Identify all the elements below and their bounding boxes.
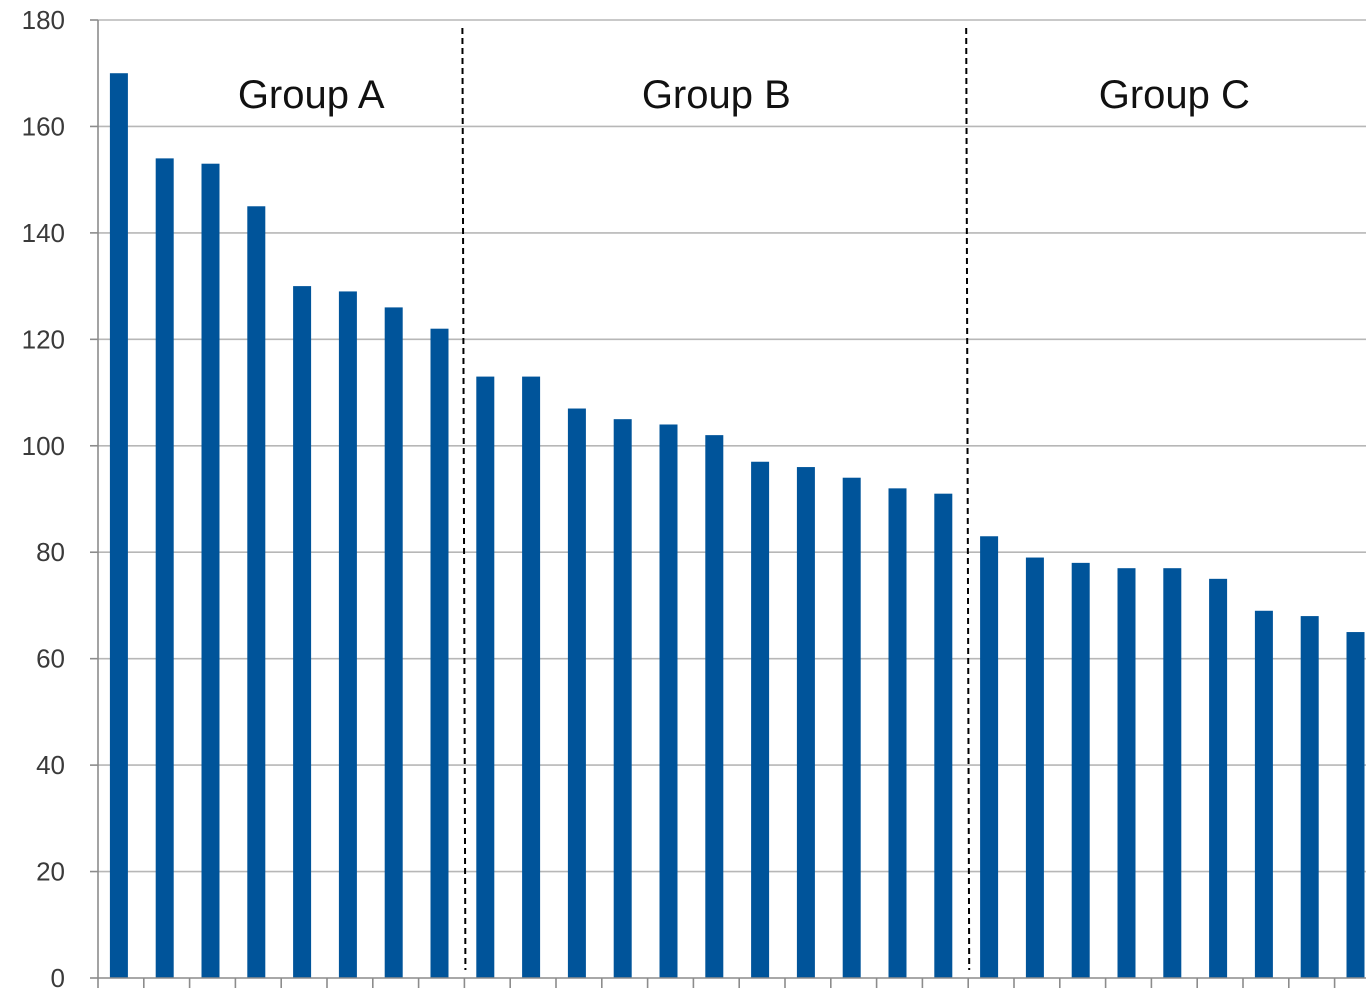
bar: [888, 488, 907, 978]
group-labels: Group A Group B Group C: [238, 73, 1250, 117]
y-axis-ticks: 0 20 40 60 80 100 120 140 160 180: [22, 5, 98, 992]
group-label: Group A: [238, 73, 385, 117]
bar: [1300, 616, 1319, 978]
bar: [796, 467, 815, 978]
y-tick-label: 140: [22, 218, 65, 248]
bar: [1254, 610, 1273, 978]
group-label: Group B: [642, 73, 791, 117]
bar: [1071, 562, 1090, 978]
group-separator: [965, 27, 971, 971]
y-tick-label: 120: [22, 324, 65, 354]
bar: [384, 307, 403, 978]
bar: [201, 163, 220, 978]
bar: [934, 493, 953, 978]
y-tick-label: 40: [36, 750, 65, 780]
bar: [155, 158, 174, 978]
bar: [613, 419, 632, 979]
bar: [1209, 578, 1228, 978]
bar: [1346, 632, 1365, 978]
bar: [522, 376, 541, 979]
bar: [476, 376, 495, 979]
bar: [430, 328, 449, 978]
bar: [751, 461, 770, 978]
bar: [247, 206, 266, 978]
bar: [659, 424, 678, 978]
x-axis-ticks: [97, 978, 1336, 988]
group-label: Group C: [1099, 73, 1250, 117]
bar: [842, 477, 861, 978]
y-tick-label: 0: [51, 963, 65, 992]
y-tick-label: 80: [36, 537, 65, 567]
group-separators: [461, 27, 971, 971]
bar: [567, 408, 586, 978]
y-tick-label: 100: [22, 431, 65, 461]
bar: [338, 291, 357, 978]
group-separator: [461, 27, 467, 971]
y-tick-label: 180: [22, 5, 65, 35]
y-tick-label: 60: [36, 644, 65, 674]
bar: [980, 536, 999, 978]
bar: [1025, 557, 1044, 978]
bar: [1163, 568, 1182, 978]
bar: [109, 73, 128, 978]
bar: [705, 435, 724, 979]
bar: [1117, 568, 1136, 978]
bar-series: [109, 73, 1365, 979]
y-tick-label: 160: [22, 111, 65, 141]
bar: [293, 286, 312, 979]
axes: [97, 20, 1366, 979]
y-tick-label: 20: [36, 857, 65, 887]
